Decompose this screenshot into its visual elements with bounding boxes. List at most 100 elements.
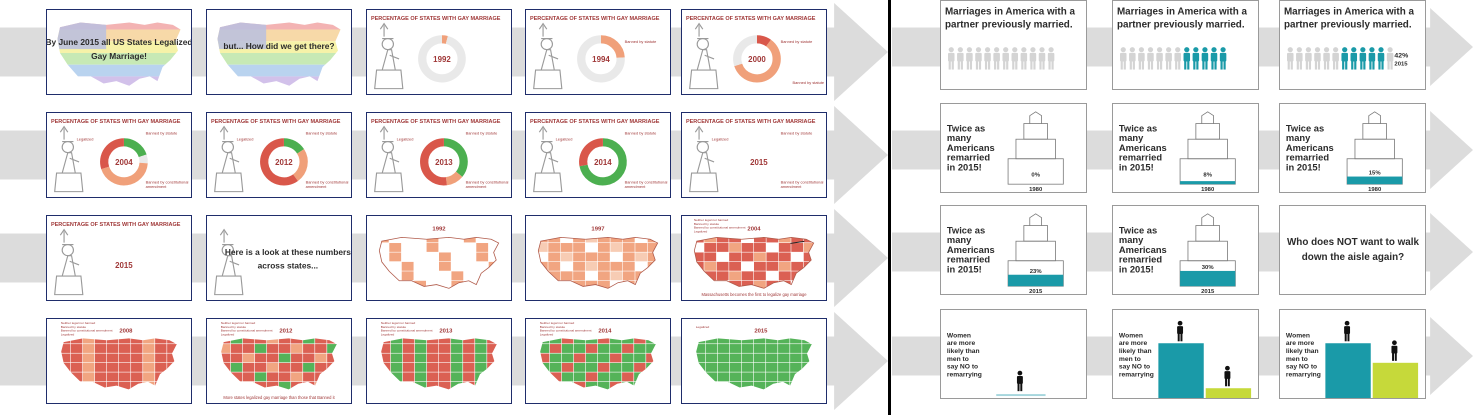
state-cell [560,252,573,262]
person-leg [1363,60,1366,70]
statue-of-liberty-icon [214,228,244,296]
person-icon [1011,47,1019,70]
state-cell [390,372,403,382]
left-slide-16: 2008 Neither legal nor banned Banned by st… [46,318,192,404]
cake-tier-middle [1187,240,1228,262]
state-cell [414,252,426,262]
percent-label: 42% [1394,53,1408,60]
state-cell [622,362,634,372]
state-cell [585,237,598,243]
state-cell [803,271,814,281]
chart-title: PERCENTAGE OF STATES WITH GAY MARRIAGE [530,119,660,125]
map-year: 1992 [432,227,446,233]
left-slide-17: 2012 Neither legal nor banned Banned by st… [206,318,352,404]
state-cell [778,338,790,344]
segment-label: Banned by constitutional [781,179,824,184]
state-cell [463,381,475,390]
rainbow-band [217,22,341,30]
state-cell [548,243,561,252]
donut-segment [100,138,125,170]
donut-segment [418,35,466,83]
map-year: 1997 [591,227,605,233]
state-cell [389,261,402,271]
statue-of-liberty-icon [214,125,244,193]
donut-segment [734,39,781,83]
person-body [1359,52,1367,62]
rainbow-band [57,76,181,86]
state-cell [155,338,167,344]
state-cell [705,381,718,390]
women-bar [1325,343,1371,398]
slide-canvas: By June 2015 all US States Legalized Gay … [47,22,191,86]
cake-fill-bar [1180,181,1236,185]
cake-tier-middle [1187,138,1228,160]
twice-line-3: Americans [947,245,995,255]
right-storyboard: Marriages in America with a partner previ… [892,0,1473,415]
person-body [1038,52,1046,62]
state-cell [402,353,415,363]
person-leg [1323,60,1327,70]
twice-line-5: in 2015! [1286,163,1321,173]
state-cell [487,372,497,382]
legend-item: Legalized [694,230,708,234]
person-head [1030,47,1036,53]
state-cell [463,338,475,344]
state-cell [598,237,610,243]
state-cell [766,252,779,262]
state-cell [155,344,167,353]
person-leg [1187,60,1190,70]
legend-item: Banned by statute [221,325,247,329]
women-line-1: Women [1119,332,1143,339]
state-cell [221,372,231,382]
person-head [1323,47,1330,53]
women-line-2: are more [1286,340,1315,347]
state-cell [729,381,742,390]
left-slide-1: By June 2015 all US States Legalized Gay … [46,9,192,95]
state-cell [439,280,451,289]
state-cell [167,344,177,353]
person-icon [1192,47,1200,70]
map-year: 2015 [754,329,768,335]
women-line-6: remarrying [947,372,982,379]
donut-year: 1992 [433,55,451,64]
legend-item: Banned by statute [540,325,566,329]
left-slide-18: 2013 Neither legal nor banned Banned by st… [366,318,512,404]
flag-canton [217,22,267,50]
legend-item: Banned by statute [61,325,87,329]
person-icon [948,47,955,70]
right-slide-5: Twice as many Americans remarried in 2015! 8%… [1112,103,1259,193]
state-cell [634,338,646,344]
state-cell [390,338,403,344]
statue-of-liberty-icon [689,125,719,193]
state-cell [646,381,656,390]
women-line-1: Women [1286,332,1310,339]
state-cell [560,237,573,243]
right-slide-1: Marriages in America with a partner previ… [940,0,1087,90]
state-cell [778,381,790,390]
rainbow-band [217,29,341,42]
state-cell [704,243,717,252]
us-map [696,338,812,390]
state-cell [303,381,315,390]
state-cell [315,344,327,353]
state-cell [647,271,658,281]
state-cell [538,243,548,252]
cake-topper [1368,111,1382,124]
slide-title-line-2: partner previously married. [1284,19,1412,30]
cake-topper [1201,111,1215,124]
state-cell [414,353,427,363]
state-cell [778,362,790,372]
segment-label: amendment [625,184,647,189]
person-leg [1205,60,1208,70]
state-cell [439,261,451,271]
person-icon [1377,47,1385,70]
state-cell [696,381,706,390]
state-cell [221,353,231,363]
state-cell [540,353,550,363]
state-cell [803,252,814,262]
state-cell [291,362,303,372]
state-cell [635,261,648,271]
state-cell [167,338,177,344]
